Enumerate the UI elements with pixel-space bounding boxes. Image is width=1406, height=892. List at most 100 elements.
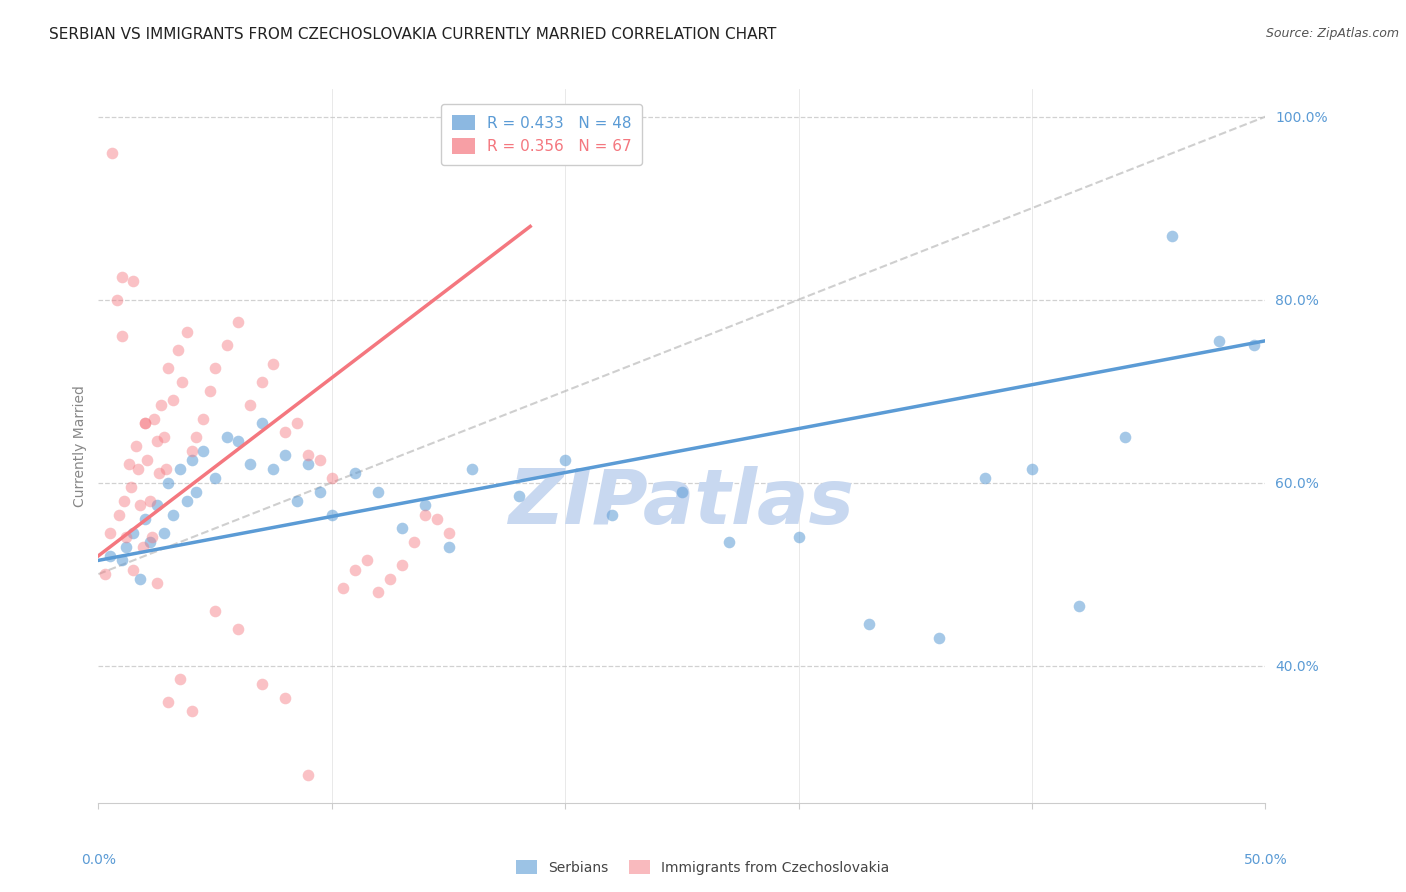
- Point: [143, 411, 166, 425]
- Point: [122, 562, 145, 576]
- Point: [297, 458, 319, 472]
- Point: [162, 508, 184, 522]
- Point: [367, 585, 389, 599]
- Point: [105, 293, 128, 307]
- Point: [204, 604, 226, 618]
- Point: [180, 443, 202, 458]
- Point: [344, 467, 367, 481]
- Point: [262, 357, 284, 371]
- Point: [180, 452, 202, 467]
- Point: [146, 499, 169, 513]
- Point: [356, 553, 378, 567]
- Point: [115, 540, 138, 554]
- Point: [186, 484, 208, 499]
- Point: [120, 480, 142, 494]
- Point: [186, 430, 208, 444]
- Point: [134, 416, 156, 430]
- Point: [215, 338, 238, 352]
- Point: [274, 425, 297, 440]
- Point: [228, 434, 250, 449]
- Point: [250, 677, 273, 691]
- Point: [204, 471, 226, 485]
- Point: [148, 467, 170, 481]
- Point: [111, 269, 134, 284]
- Point: [437, 540, 460, 554]
- Point: [1243, 338, 1265, 352]
- Point: [111, 553, 134, 567]
- Text: ZIPatlas: ZIPatlas: [509, 467, 855, 540]
- Point: [928, 631, 950, 645]
- Point: [200, 384, 222, 398]
- Point: [98, 549, 121, 563]
- Point: [101, 146, 124, 161]
- Text: 0.0%: 0.0%: [82, 853, 115, 867]
- Point: [274, 448, 297, 462]
- Point: [115, 531, 138, 545]
- Point: [321, 508, 343, 522]
- Point: [129, 499, 152, 513]
- Point: [274, 690, 297, 705]
- Point: [228, 316, 250, 330]
- Point: [136, 452, 159, 467]
- Point: [239, 398, 262, 412]
- Point: [1208, 334, 1230, 348]
- Legend: R = 0.433   N = 48, R = 0.356   N = 67: R = 0.433 N = 48, R = 0.356 N = 67: [441, 104, 643, 165]
- Point: [169, 462, 191, 476]
- Point: [155, 462, 177, 476]
- Point: [180, 704, 202, 718]
- Point: [152, 430, 174, 444]
- Legend: Serbians, Immigrants from Czechoslovakia: Serbians, Immigrants from Czechoslovakia: [510, 855, 896, 880]
- Point: [150, 398, 173, 412]
- Point: [166, 343, 188, 357]
- Point: [239, 458, 262, 472]
- Point: [309, 452, 332, 467]
- Point: [146, 434, 169, 449]
- Point: [285, 416, 308, 430]
- Point: [426, 512, 449, 526]
- Point: [378, 572, 402, 586]
- Point: [169, 673, 191, 687]
- Point: [297, 448, 319, 462]
- Point: [344, 562, 367, 576]
- Point: [1161, 228, 1184, 243]
- Point: [157, 361, 180, 376]
- Point: [146, 576, 169, 591]
- Point: [250, 416, 273, 430]
- Point: [215, 430, 238, 444]
- Point: [108, 508, 131, 522]
- Point: [413, 499, 436, 513]
- Point: [671, 484, 693, 499]
- Point: [176, 325, 198, 339]
- Point: [111, 329, 134, 343]
- Point: [204, 361, 226, 376]
- Point: [118, 458, 141, 472]
- Point: [285, 494, 308, 508]
- Point: [134, 512, 156, 526]
- Point: [193, 443, 215, 458]
- Point: [157, 475, 180, 490]
- Point: [193, 411, 215, 425]
- Text: Source: ZipAtlas.com: Source: ZipAtlas.com: [1265, 27, 1399, 40]
- Point: [162, 393, 184, 408]
- Point: [413, 508, 436, 522]
- Text: SERBIAN VS IMMIGRANTS FROM CZECHOSLOVAKIA CURRENTLY MARRIED CORRELATION CHART: SERBIAN VS IMMIGRANTS FROM CZECHOSLOVAKI…: [49, 27, 776, 42]
- Point: [98, 525, 121, 540]
- Point: [112, 494, 135, 508]
- Point: [461, 462, 484, 476]
- Point: [391, 558, 413, 572]
- Point: [134, 416, 156, 430]
- Point: [125, 439, 148, 453]
- Point: [297, 768, 319, 782]
- Point: [787, 531, 810, 545]
- Point: [1021, 462, 1043, 476]
- Point: [402, 535, 425, 549]
- Point: [94, 567, 117, 582]
- Point: [141, 531, 163, 545]
- Point: [554, 452, 576, 467]
- Point: [129, 572, 152, 586]
- Point: [250, 375, 273, 389]
- Point: [974, 471, 997, 485]
- Point: [717, 535, 740, 549]
- Point: [122, 274, 145, 288]
- Point: [152, 525, 174, 540]
